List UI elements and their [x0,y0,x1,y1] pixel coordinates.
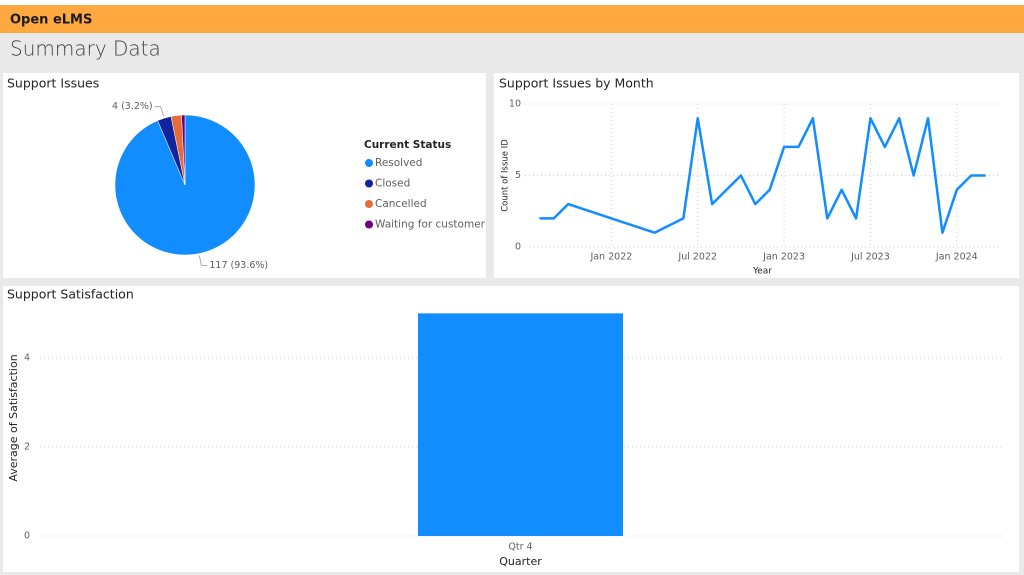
legend-swatch [365,179,373,188]
page-title: Summary Data [10,37,161,61]
y-tick-label: 5 [515,170,521,181]
y-tick-label: 4 [24,352,30,363]
data-label: 117 (93.6%) [209,260,268,271]
y-axis-title: Average of Satisfaction [7,354,20,481]
y-tick-label: 10 [509,99,521,110]
legend-label: Waiting for customer [375,219,486,231]
x-tick-label: Jul 2023 [850,252,890,263]
panel-title: Support Satisfaction [7,287,134,302]
app-name: Open eLMS [10,13,92,28]
data-label: 4 (3.2%) [112,101,153,112]
line-series [539,117,986,234]
x-tick-label: Jul 2022 [677,252,717,263]
legend-swatch [365,200,373,208]
panel [494,73,1019,278]
legend-swatch [365,220,373,229]
legend-label: Resolved [375,157,422,169]
y-tick-label: 0 [24,531,30,542]
y-axis-title: Count of Issue ID [501,139,511,212]
legend-swatch [365,159,373,167]
bar [418,313,623,536]
panel-title: Support Issues [7,76,99,91]
x-tick-label: Jan 2024 [935,252,978,263]
pie-slice [181,114,186,186]
y-tick-label: 2 [24,441,30,452]
legend-title: Current Status [364,139,451,151]
x-axis-title: Quarter [499,555,542,568]
leader-line [198,255,208,266]
x-tick-label: Jan 2023 [762,252,805,263]
y-tick-label: 0 [515,242,521,253]
x-tick-label: Qtr 4 [508,542,532,553]
x-tick-label: Jan 2022 [589,252,632,263]
top-strip [0,0,1024,5]
leader-line [154,106,164,117]
legend-label: Closed [375,178,410,190]
x-axis-title: Year [752,267,772,277]
legend-label: Cancelled [375,198,427,210]
app-bar [0,5,1024,33]
panel-title: Support Issues by Month [499,76,654,91]
